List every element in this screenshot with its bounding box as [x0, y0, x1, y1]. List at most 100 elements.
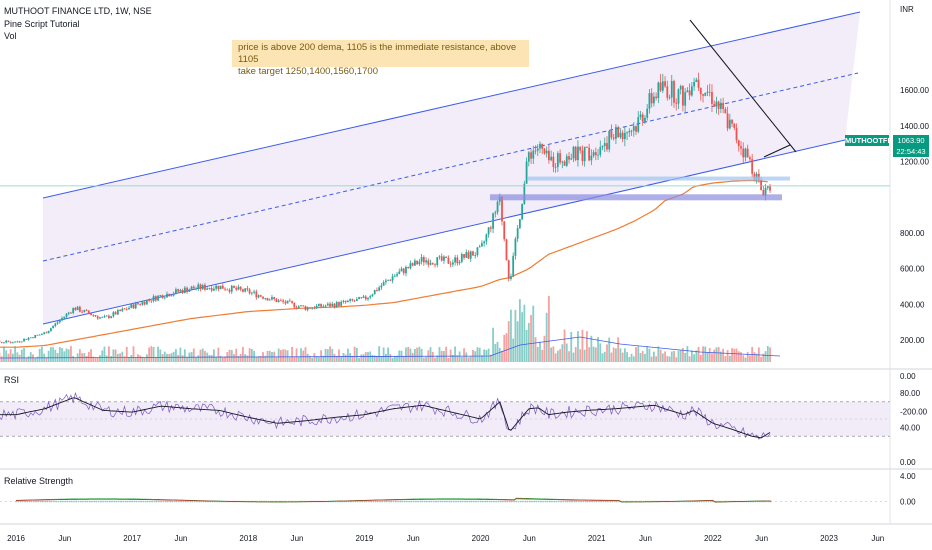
rs-histogram-bar [591, 500, 594, 503]
candle-body [3, 342, 5, 344]
rs-histogram-bar [511, 500, 513, 503]
candle-body [210, 288, 213, 291]
rs-histogram-bar [513, 500, 515, 503]
volume-bar [590, 335, 593, 362]
volume-bar [257, 356, 260, 362]
volume-bar [425, 357, 427, 362]
symbol-title[interactable]: MUTHOOT FINANCE LTD, 1W, NSE [4, 6, 152, 16]
rs-histogram-bar [533, 500, 535, 503]
candle-body [137, 303, 139, 305]
annotation-note[interactable]: price is above 200 dema, 1105 is the imm… [232, 40, 529, 77]
candle-body [474, 255, 477, 256]
volume-bar [539, 341, 541, 362]
rs-histogram-bar [44, 500, 46, 503]
volume-bar [639, 352, 642, 362]
rs-histogram-bar [553, 500, 556, 503]
candle-body [652, 96, 655, 104]
candle-body [489, 227, 492, 229]
rs-histogram-bar [93, 500, 95, 503]
volume-bar [530, 314, 532, 362]
candle-body [157, 295, 159, 301]
rs-histogram-bar [73, 500, 75, 503]
candle-body [518, 219, 521, 229]
time-tick-label: Jun [639, 534, 652, 543]
volume-bar [476, 347, 479, 362]
volume-bar [313, 353, 316, 362]
rs-histogram-bar [368, 500, 370, 503]
volume-bar [291, 346, 293, 362]
volume-bar [545, 312, 548, 362]
volume-bar [521, 312, 524, 362]
volume-bar [536, 346, 539, 362]
rs-histogram-bar [417, 500, 419, 503]
volume-bar [722, 348, 725, 362]
ticker-badge: MUTHOOTFIN [845, 135, 895, 146]
rs-histogram-bar [352, 500, 355, 503]
volume-bar [163, 351, 166, 362]
rs-histogram-bar [21, 500, 24, 503]
rs-histogram-bar [17, 500, 20, 503]
rs-histogram-bar [167, 500, 169, 503]
rs-histogram-bar [770, 500, 772, 503]
candle-body [472, 251, 474, 256]
candle-body [632, 126, 635, 131]
candle-body [161, 295, 164, 299]
candle-body [606, 143, 608, 150]
volume-bar [762, 353, 765, 362]
candle-body [56, 322, 59, 324]
rs-tick-label: 0.00 [900, 497, 916, 506]
rs-histogram-bar [126, 500, 129, 503]
rs-histogram-bar [131, 500, 133, 503]
candle-body [309, 307, 311, 309]
rs-histogram-bar [75, 500, 78, 503]
rs-histogram-bar [716, 500, 719, 503]
volume-bar [612, 347, 615, 362]
volume-bar [264, 355, 267, 362]
candle-body [440, 256, 443, 261]
volume-bar [505, 333, 508, 362]
volume-bar [737, 351, 740, 362]
rs-histogram-bar [502, 500, 504, 503]
volume-bar [715, 347, 718, 362]
candle-body [99, 317, 101, 319]
volume-bar [47, 350, 50, 362]
candle-body [594, 152, 597, 156]
candle-body [329, 303, 331, 307]
relative-strength-title[interactable]: Relative Strength [4, 476, 74, 486]
volume-bar [371, 354, 374, 362]
candle-body [230, 285, 233, 292]
time-tick-label: 2017 [123, 534, 141, 543]
rs-histogram-bar [531, 500, 533, 503]
volume-label[interactable]: Vol [4, 31, 17, 41]
indicator-label[interactable]: Pine Script Tutorial [4, 19, 80, 29]
candle-body [673, 81, 675, 103]
volume-bar [657, 346, 660, 362]
candle-body [85, 310, 88, 311]
candle-body [239, 286, 242, 290]
rsi-title[interactable]: RSI [4, 375, 20, 385]
volume-bar [565, 343, 568, 362]
candle-body [617, 127, 620, 138]
candle-body [626, 132, 628, 134]
currency-label: INR [900, 5, 914, 14]
volume-bar [92, 356, 95, 362]
volume-bar [458, 351, 461, 362]
candle-body [119, 309, 121, 312]
volume-bar [621, 352, 624, 362]
volume-bar [666, 356, 669, 362]
rsi-line [0, 391, 771, 440]
volume-bar [628, 356, 631, 362]
candle-body [644, 117, 646, 122]
volume-bar [552, 346, 555, 362]
volume-bar [617, 337, 620, 362]
candle-body [530, 152, 532, 159]
candle-body [650, 93, 653, 104]
rs-histogram-bar [140, 500, 142, 503]
candle-body [52, 325, 54, 329]
rs-histogram-bar [59, 500, 62, 503]
candle-body [5, 340, 8, 343]
rs-histogram-bar [549, 500, 551, 503]
candle-body [378, 287, 381, 291]
rsi-tick-label: 40.00 [900, 424, 921, 433]
price-tick-label: 0.00 [900, 372, 916, 381]
